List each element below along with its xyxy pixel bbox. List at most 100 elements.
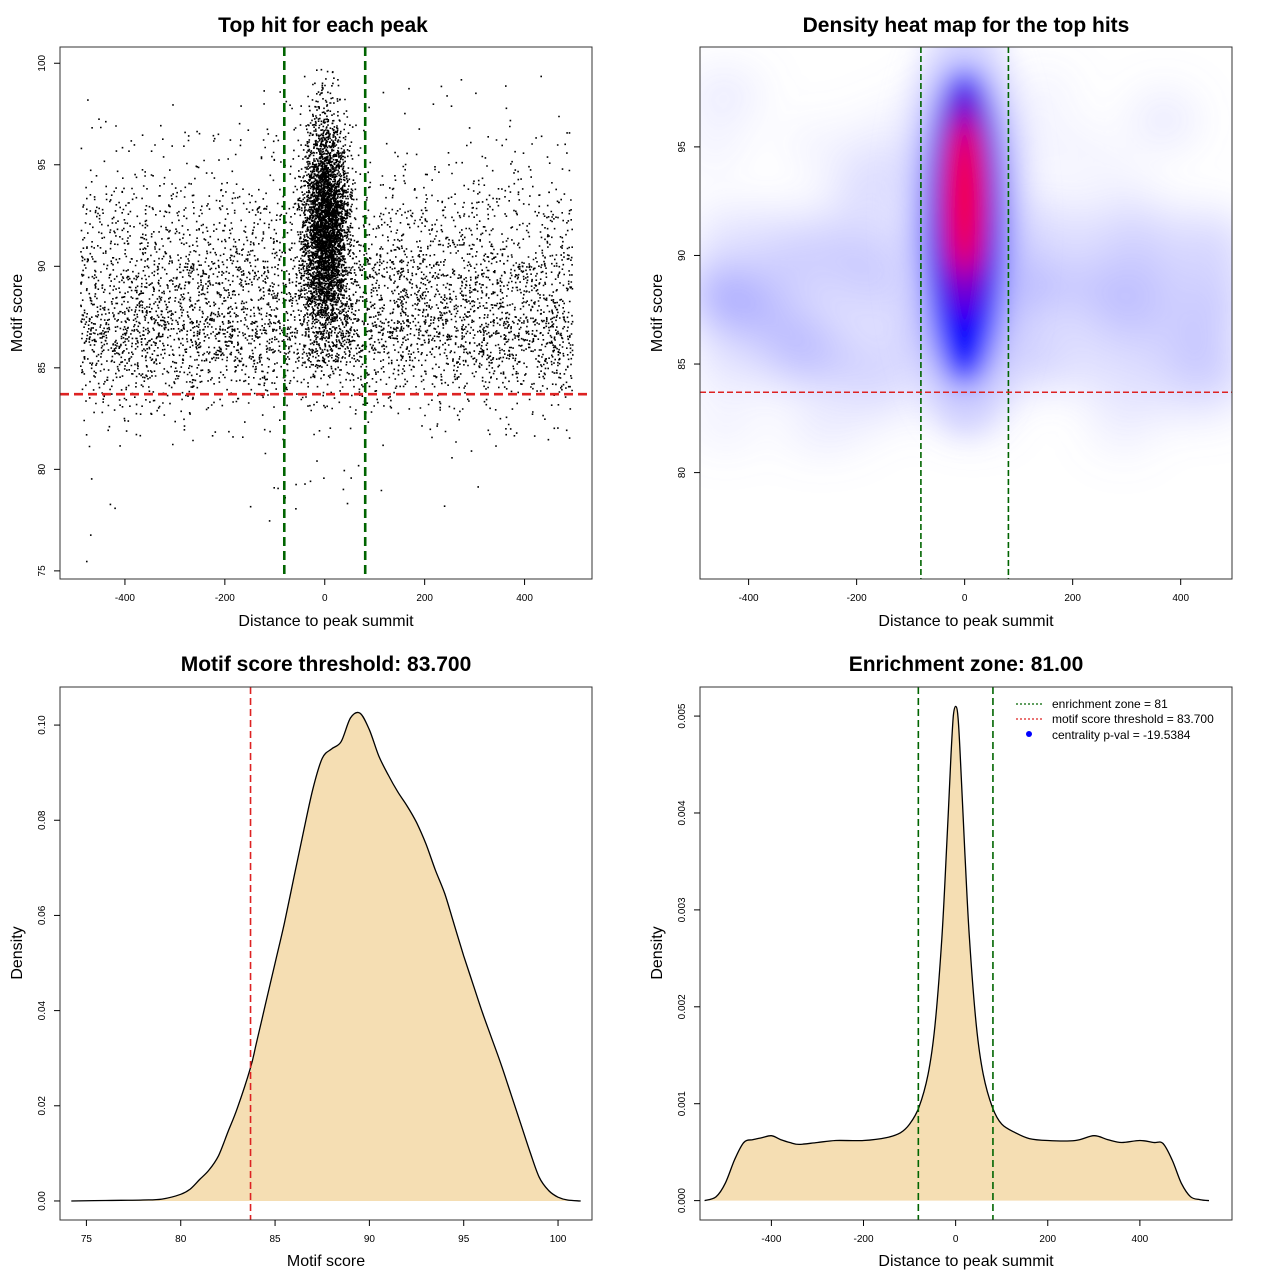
axes: -400 -200 0 200 400 75 80 85 90 95 100 [37, 54, 533, 604]
y-tick-label: 0.002 [677, 994, 688, 1019]
x-tick-label: -200 [854, 1234, 874, 1245]
density-blob [700, 68, 768, 121]
y-tick-label: 90 [37, 260, 48, 272]
scatter-point [89, 534, 92, 536]
x-tick-label: -400 [739, 593, 759, 604]
density-blob [700, 122, 748, 175]
scatter-point [277, 487, 279, 490]
axes: -400 -200 0 200 400 80 85 90 95 [677, 141, 1189, 604]
x-tick-label: 200 [416, 593, 433, 604]
y-tick-label: 0.04 [37, 1000, 48, 1020]
plot-frame [699, 686, 1233, 1221]
x-axis-label: Motif score [287, 1253, 365, 1270]
y-tick-label: 0.004 [677, 800, 688, 825]
density-blob [838, 156, 907, 209]
x-tick-label: 95 [458, 1234, 470, 1245]
scatter-point [85, 560, 88, 563]
legend-label: centrality p-val = -19.5384 [1052, 728, 1191, 742]
scatter-point-cloud [80, 68, 574, 510]
x-tick-label: -200 [847, 593, 867, 604]
density-curve [71, 711, 581, 1202]
y-tick-label: 95 [677, 141, 688, 153]
chart-title: Top hit for each peak [218, 14, 428, 37]
reference-lines [700, 47, 1232, 579]
heatmap-panel: Density heat map for the top hits -400 -2… [649, 14, 1233, 630]
y-axis-label: Density [649, 926, 666, 979]
y-axis-label: Density [9, 926, 26, 979]
x-tick-label: 400 [1172, 593, 1189, 604]
density-blob [809, 394, 878, 447]
y-tick-label: 75 [37, 565, 48, 577]
x-tick-label: 75 [81, 1234, 93, 1245]
y-tick-label: 85 [677, 358, 688, 370]
x-axis-label: Distance to peak summit [238, 613, 414, 630]
y-tick-label: 100 [37, 54, 48, 71]
density-blob [1089, 166, 1158, 219]
y-tick-label: 0.08 [37, 810, 48, 830]
plot-frame [59, 46, 593, 580]
y-tick-label: 0.000 [677, 1188, 688, 1213]
y-tick-label: 85 [37, 362, 48, 374]
axes: -400 -200 0 200 400 0.000 0.001 0.002 0.003 0.004… [677, 703, 1149, 1245]
y-tick-label: 95 [37, 159, 48, 171]
density-blob [783, 120, 852, 173]
axes: 75 80 85 90 95 100 0.00 0.02 0.04 0.06 0.08 0.10 [37, 715, 567, 1245]
x-axis-label: Distance to peak summit [878, 613, 1054, 630]
x-tick-label: 0 [962, 593, 968, 604]
y-tick-label: 0.005 [677, 703, 688, 728]
density-area [71, 712, 581, 1201]
y-axis-label: Motif score [649, 274, 666, 352]
hotspot [898, 47, 1031, 433]
x-tick-label: 400 [1132, 1234, 1149, 1245]
score-density-panel: Motif score threshold: 83.700 75 80 85 90 95… [9, 653, 593, 1270]
chart-title: Enrichment zone: 81.00 [849, 653, 1084, 676]
y-tick-label: 0.003 [677, 897, 688, 922]
x-tick-label: 200 [1039, 1234, 1056, 1245]
y-tick-label: 0.00 [37, 1191, 48, 1211]
x-tick-label: 200 [1064, 593, 1081, 604]
legend-label: enrichment zone = 81 [1052, 697, 1168, 711]
x-tick-label: 0 [953, 1234, 959, 1245]
legend-label: motif score threshold = 83.700 [1052, 712, 1214, 726]
x-tick-label: 100 [550, 1234, 567, 1245]
x-tick-label: 0 [322, 593, 328, 604]
density-area [704, 706, 1209, 1201]
reference-lines [917, 687, 994, 1220]
distance-density-panel: Enrichment zone: 81.00 -400 -200 0 200 400 0.… [649, 653, 1233, 1270]
scatter-point [249, 505, 252, 508]
hotspot-red [946, 118, 983, 275]
x-tick-label: 90 [364, 1234, 376, 1245]
density-blob [1009, 68, 1078, 121]
scatter-points [80, 68, 574, 563]
x-tick-label: -400 [761, 1234, 781, 1245]
density-curve [704, 705, 1210, 1202]
y-tick-label: 0.06 [37, 905, 48, 925]
y-tick-label: 0.10 [37, 715, 48, 735]
plot-frame [59, 686, 593, 1221]
density-line [704, 705, 1210, 1202]
scatter-panel: Top hit for each peak -400 -200 0 200 400 75 8… [9, 14, 593, 630]
x-tick-label: 80 [175, 1234, 187, 1245]
chart-title: Motif score threshold: 83.700 [181, 653, 472, 676]
y-tick-label: 90 [677, 249, 688, 261]
x-axis-label: Distance to peak summit [878, 1253, 1054, 1270]
legend-swatch-pval-point [1026, 731, 1032, 737]
y-tick-label: 80 [677, 467, 688, 479]
density-blob [1129, 88, 1198, 141]
y-tick-label: 0.001 [677, 1091, 688, 1116]
density-blob [700, 398, 760, 451]
density-line [71, 711, 581, 1202]
y-tick-label: 80 [37, 463, 48, 475]
x-tick-label: 400 [516, 593, 533, 604]
x-tick-label: -400 [115, 593, 135, 604]
legend: enrichment zone = 81 motif score thresho… [1016, 697, 1214, 742]
x-tick-label: -200 [215, 593, 235, 604]
plot-frame [699, 46, 1233, 580]
y-axis-label: Motif score [9, 274, 26, 352]
reference-lines [60, 47, 592, 579]
density-blob [1051, 126, 1120, 179]
y-tick-label: 0.02 [37, 1096, 48, 1116]
heatmap-density [700, 47, 1232, 455]
x-tick-label: 85 [270, 1234, 282, 1245]
